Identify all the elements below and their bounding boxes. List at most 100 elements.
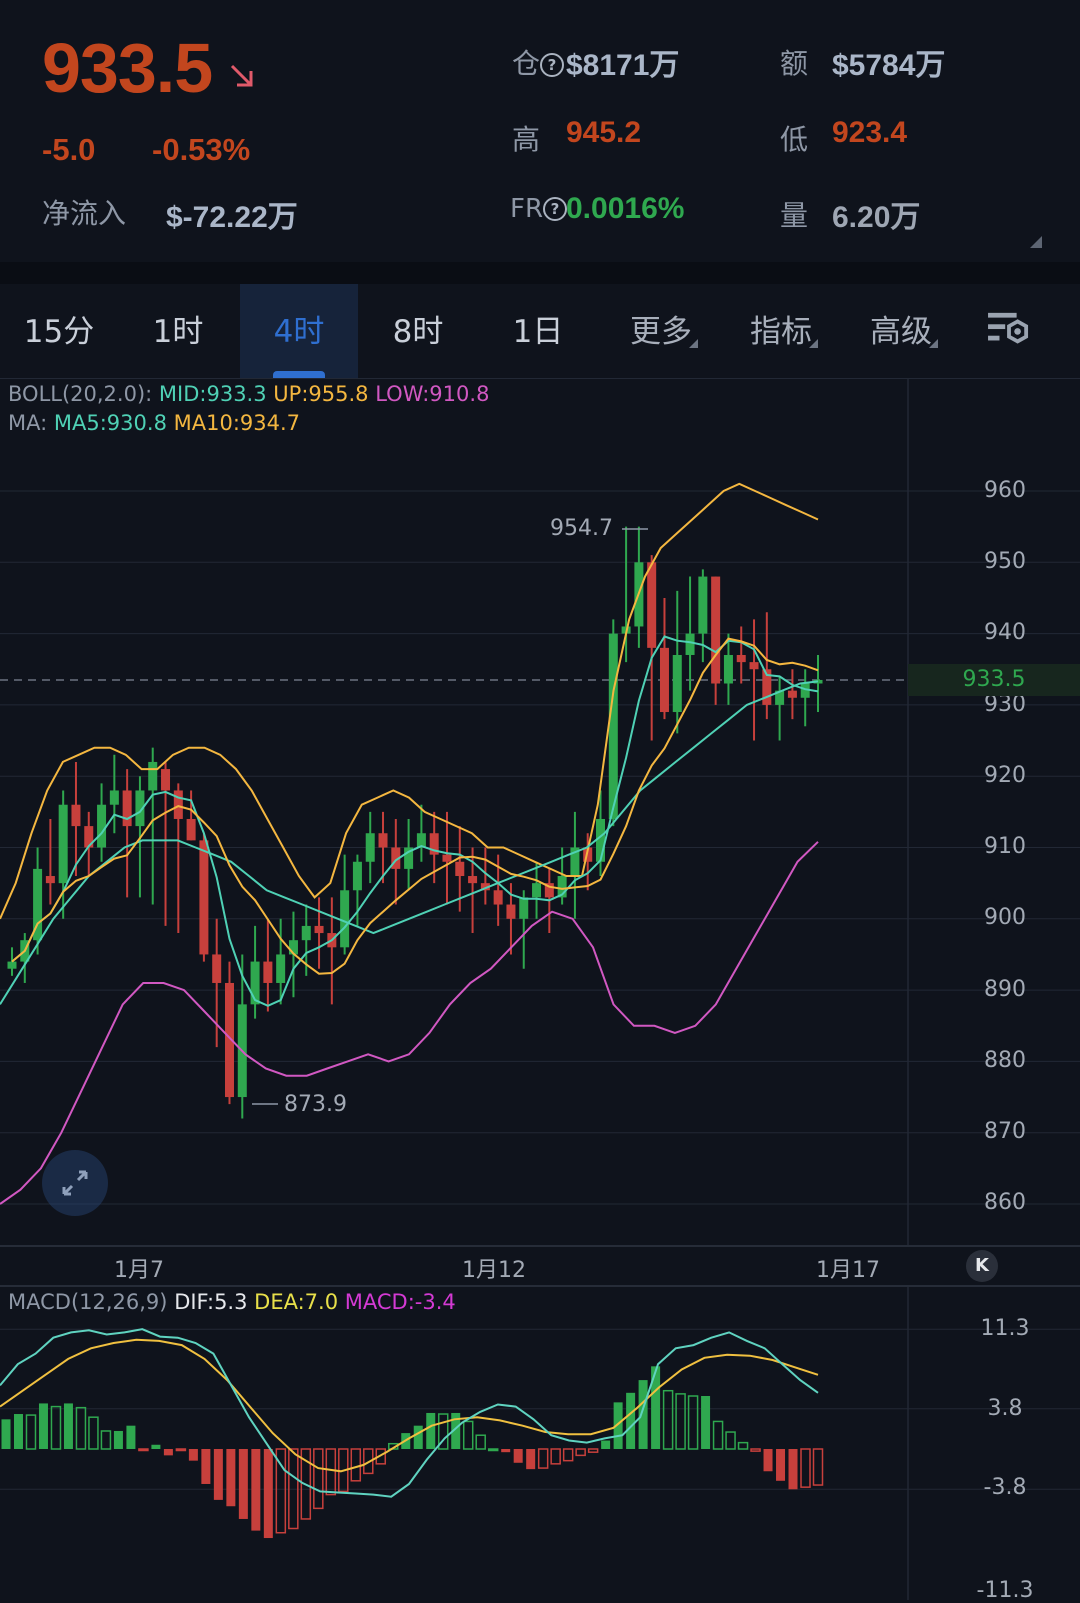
- candle-body: [250, 961, 260, 1005]
- candle-body: [199, 840, 209, 955]
- macd-bar: [487, 1448, 499, 1452]
- tab-8h[interactable]: 8时: [392, 314, 444, 350]
- macd-bar: [275, 1448, 287, 1534]
- macd-bar: [325, 1448, 337, 1496]
- candle-body: [391, 847, 401, 869]
- help-icon[interactable]: ?: [540, 53, 565, 77]
- chart-settings-icon[interactable]: [986, 310, 1032, 350]
- macd-bar: [138, 1448, 149, 1452]
- candle-body: [97, 804, 107, 848]
- candle-body: [659, 647, 669, 713]
- candle-body: [723, 654, 733, 684]
- candle-body: [340, 890, 350, 948]
- tab-15m[interactable]: 15分: [23, 314, 95, 350]
- candle-body: [685, 633, 695, 655]
- price-change: -5.0: [42, 132, 96, 167]
- macd-bar: [626, 1392, 636, 1449]
- open-interest-value: $8171万: [566, 49, 680, 82]
- low-label: 低: [780, 123, 809, 156]
- candle-body: [557, 876, 567, 898]
- price-axis-label: 900: [984, 905, 1026, 930]
- candle-body: [480, 883, 490, 891]
- low-annotation: 873.9: [284, 1092, 347, 1117]
- price-axis-label: 920: [984, 763, 1026, 788]
- candle-body: [800, 683, 810, 698]
- macd-bar: [251, 1449, 261, 1531]
- macd-bar: [513, 1449, 523, 1463]
- candle-body: [455, 861, 465, 877]
- macd-bar: [151, 1444, 161, 1449]
- candle-body: [532, 883, 542, 898]
- net-inflow-value: $-72.22万: [166, 201, 298, 234]
- tab-1d[interactable]: 1日: [512, 314, 564, 350]
- macd-axis-label: 11.3: [980, 1316, 1030, 1341]
- active-indicator: [273, 371, 325, 378]
- turnover-label: 额: [780, 47, 809, 80]
- macd-bar: [537, 1448, 549, 1469]
- candle-body: [109, 790, 119, 805]
- macd-bar: [725, 1431, 736, 1450]
- macd-bar: [562, 1448, 574, 1462]
- expand-chart-button[interactable]: [42, 1150, 108, 1216]
- macd-bar: [313, 1448, 324, 1510]
- ticker-header: 933.5 -5.0 -0.53% 净流入 $-72.22万 仓? $8171万…: [0, 0, 1080, 262]
- macd-bar: [375, 1448, 387, 1465]
- candle-body: [224, 982, 234, 1098]
- candle-body: [263, 961, 273, 983]
- tab-1h[interactable]: 1时: [152, 314, 204, 350]
- expand-corner-icon[interactable]: [1030, 236, 1042, 248]
- boll-legend: BOLL(20,2.0): MID:933.3 UP:955.8 LOW:910…: [8, 382, 490, 406]
- candle-body: [365, 833, 375, 862]
- candle-body: [71, 804, 81, 827]
- dif-line: [0, 1328, 819, 1498]
- macd-bar: [1, 1419, 11, 1449]
- candle-body: [301, 925, 311, 941]
- high-value: 945.2: [566, 116, 642, 149]
- candle-body: [186, 818, 196, 841]
- macd-bar: [613, 1402, 623, 1449]
- price-axis-label: 860: [984, 1190, 1026, 1215]
- net-inflow-label: 净流入: [42, 197, 127, 230]
- candle-body: [404, 847, 414, 869]
- scroll-to-latest-button[interactable]: K: [966, 1250, 998, 1282]
- candle-body: [45, 876, 55, 884]
- candle-body: [698, 576, 708, 634]
- candle-body: [173, 790, 183, 819]
- candle-body: [212, 954, 222, 983]
- macd-bar: [437, 1413, 449, 1450]
- low-value: 923.4: [832, 116, 908, 149]
- macd-bar: [776, 1449, 786, 1481]
- candle-body: [148, 761, 158, 791]
- macd-bar: [601, 1440, 611, 1449]
- macd-bar: [88, 1416, 99, 1450]
- candle-body: [544, 883, 554, 898]
- macd-bar: [238, 1449, 248, 1519]
- macd-bar: [288, 1448, 299, 1530]
- price-axis-label: 930: [984, 692, 1026, 717]
- tab-4h[interactable]: 4时: [240, 284, 358, 378]
- price-axis-label: 890: [984, 977, 1026, 1002]
- macd-bar: [226, 1449, 236, 1507]
- macd-bar: [800, 1448, 811, 1488]
- macd-bar: [350, 1448, 362, 1482]
- macd-bar: [13, 1414, 23, 1449]
- tab-advanced[interactable]: 高级: [866, 284, 938, 378]
- macd-bar: [126, 1425, 136, 1449]
- tab-more[interactable]: 更多: [626, 284, 698, 378]
- open-interest-label[interactable]: 仓?: [512, 42, 565, 82]
- funding-rate-label[interactable]: FR?: [510, 194, 568, 224]
- candle-body: [314, 925, 324, 934]
- macd-bar: [662, 1389, 674, 1450]
- divider: [0, 262, 1080, 284]
- candle-body: [519, 897, 529, 919]
- macd-bar: [750, 1448, 761, 1452]
- help-icon[interactable]: ?: [543, 197, 568, 221]
- macd-bar: [475, 1434, 486, 1450]
- candle-body: [416, 833, 426, 848]
- tab-indicators[interactable]: 指标: [746, 284, 818, 378]
- turnover-value: $5784万: [832, 49, 946, 82]
- expand-icon: [62, 1170, 88, 1196]
- candle-body: [596, 818, 606, 862]
- high-annotation: 954.7: [550, 516, 613, 541]
